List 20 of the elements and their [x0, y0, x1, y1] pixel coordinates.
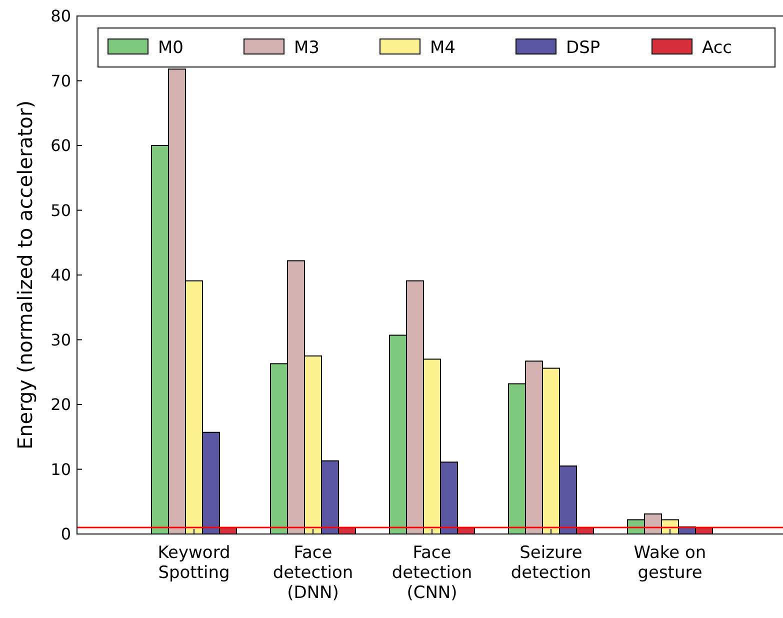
- y-tick-label: 60: [50, 136, 71, 156]
- legend-label: DSP: [566, 38, 600, 58]
- x-tick-label: Face detection (CNN): [392, 543, 472, 603]
- legend-label: M0: [158, 38, 184, 58]
- legend-label: Acc: [702, 38, 732, 58]
- x-tick-label: Wake on gesture: [634, 543, 706, 583]
- y-tick-label: 50: [50, 200, 71, 220]
- x-tick-label: Keyword Spotting: [158, 543, 230, 583]
- legend-label: M4: [430, 38, 456, 58]
- y-tick-label: 10: [50, 460, 71, 479]
- x-tick-label: Seizure detection: [510, 543, 592, 583]
- y-tick-label: 30: [50, 330, 71, 350]
- y-tick-label: 70: [50, 71, 71, 90]
- legend-label: M3: [294, 38, 320, 58]
- x-tick-label: Face detection (DNN): [272, 543, 354, 603]
- y-tick-label: 40: [50, 266, 71, 285]
- y-tick-label: 80: [50, 6, 71, 26]
- y-axis-title: Energy (normalized to accelerator): [13, 100, 37, 450]
- y-tick-label: 0: [60, 524, 71, 544]
- y-tick-label: 20: [50, 395, 71, 414]
